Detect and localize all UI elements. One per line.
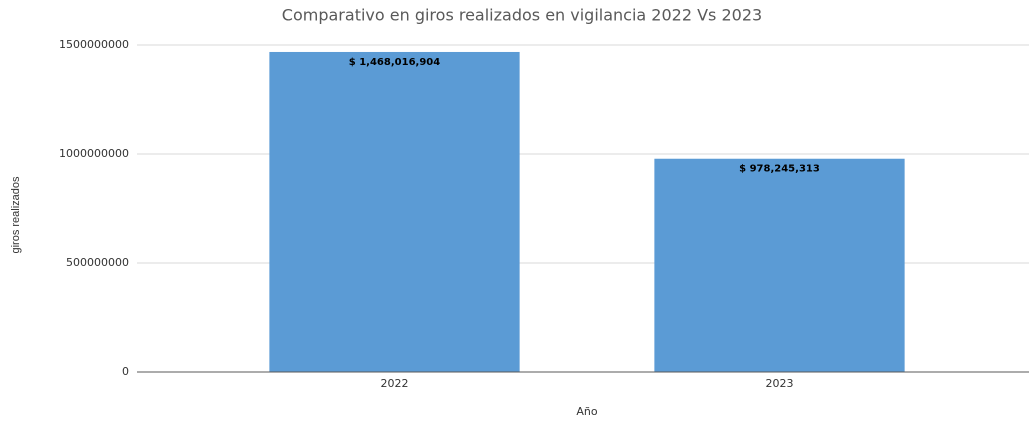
bar <box>269 51 520 372</box>
y-tick-label: 1500000000 <box>59 38 129 51</box>
chart-title: Comparativo en giros realizados en vigil… <box>282 6 762 25</box>
x-tick-label: 2023 <box>766 377 794 390</box>
y-tick-label: 0 <box>122 365 129 378</box>
bar <box>654 158 905 372</box>
y-axis-label: giros realizados <box>10 176 22 254</box>
value-label: $ 1,468,016,904 <box>349 57 440 68</box>
y-tick-label: 500000000 <box>66 256 129 269</box>
x-axis-label: Año <box>576 405 597 418</box>
x-tick-label: 2022 <box>381 377 409 390</box>
value-label: $ 978,245,313 <box>739 164 820 175</box>
y-tick-label: 1000000000 <box>59 147 129 160</box>
